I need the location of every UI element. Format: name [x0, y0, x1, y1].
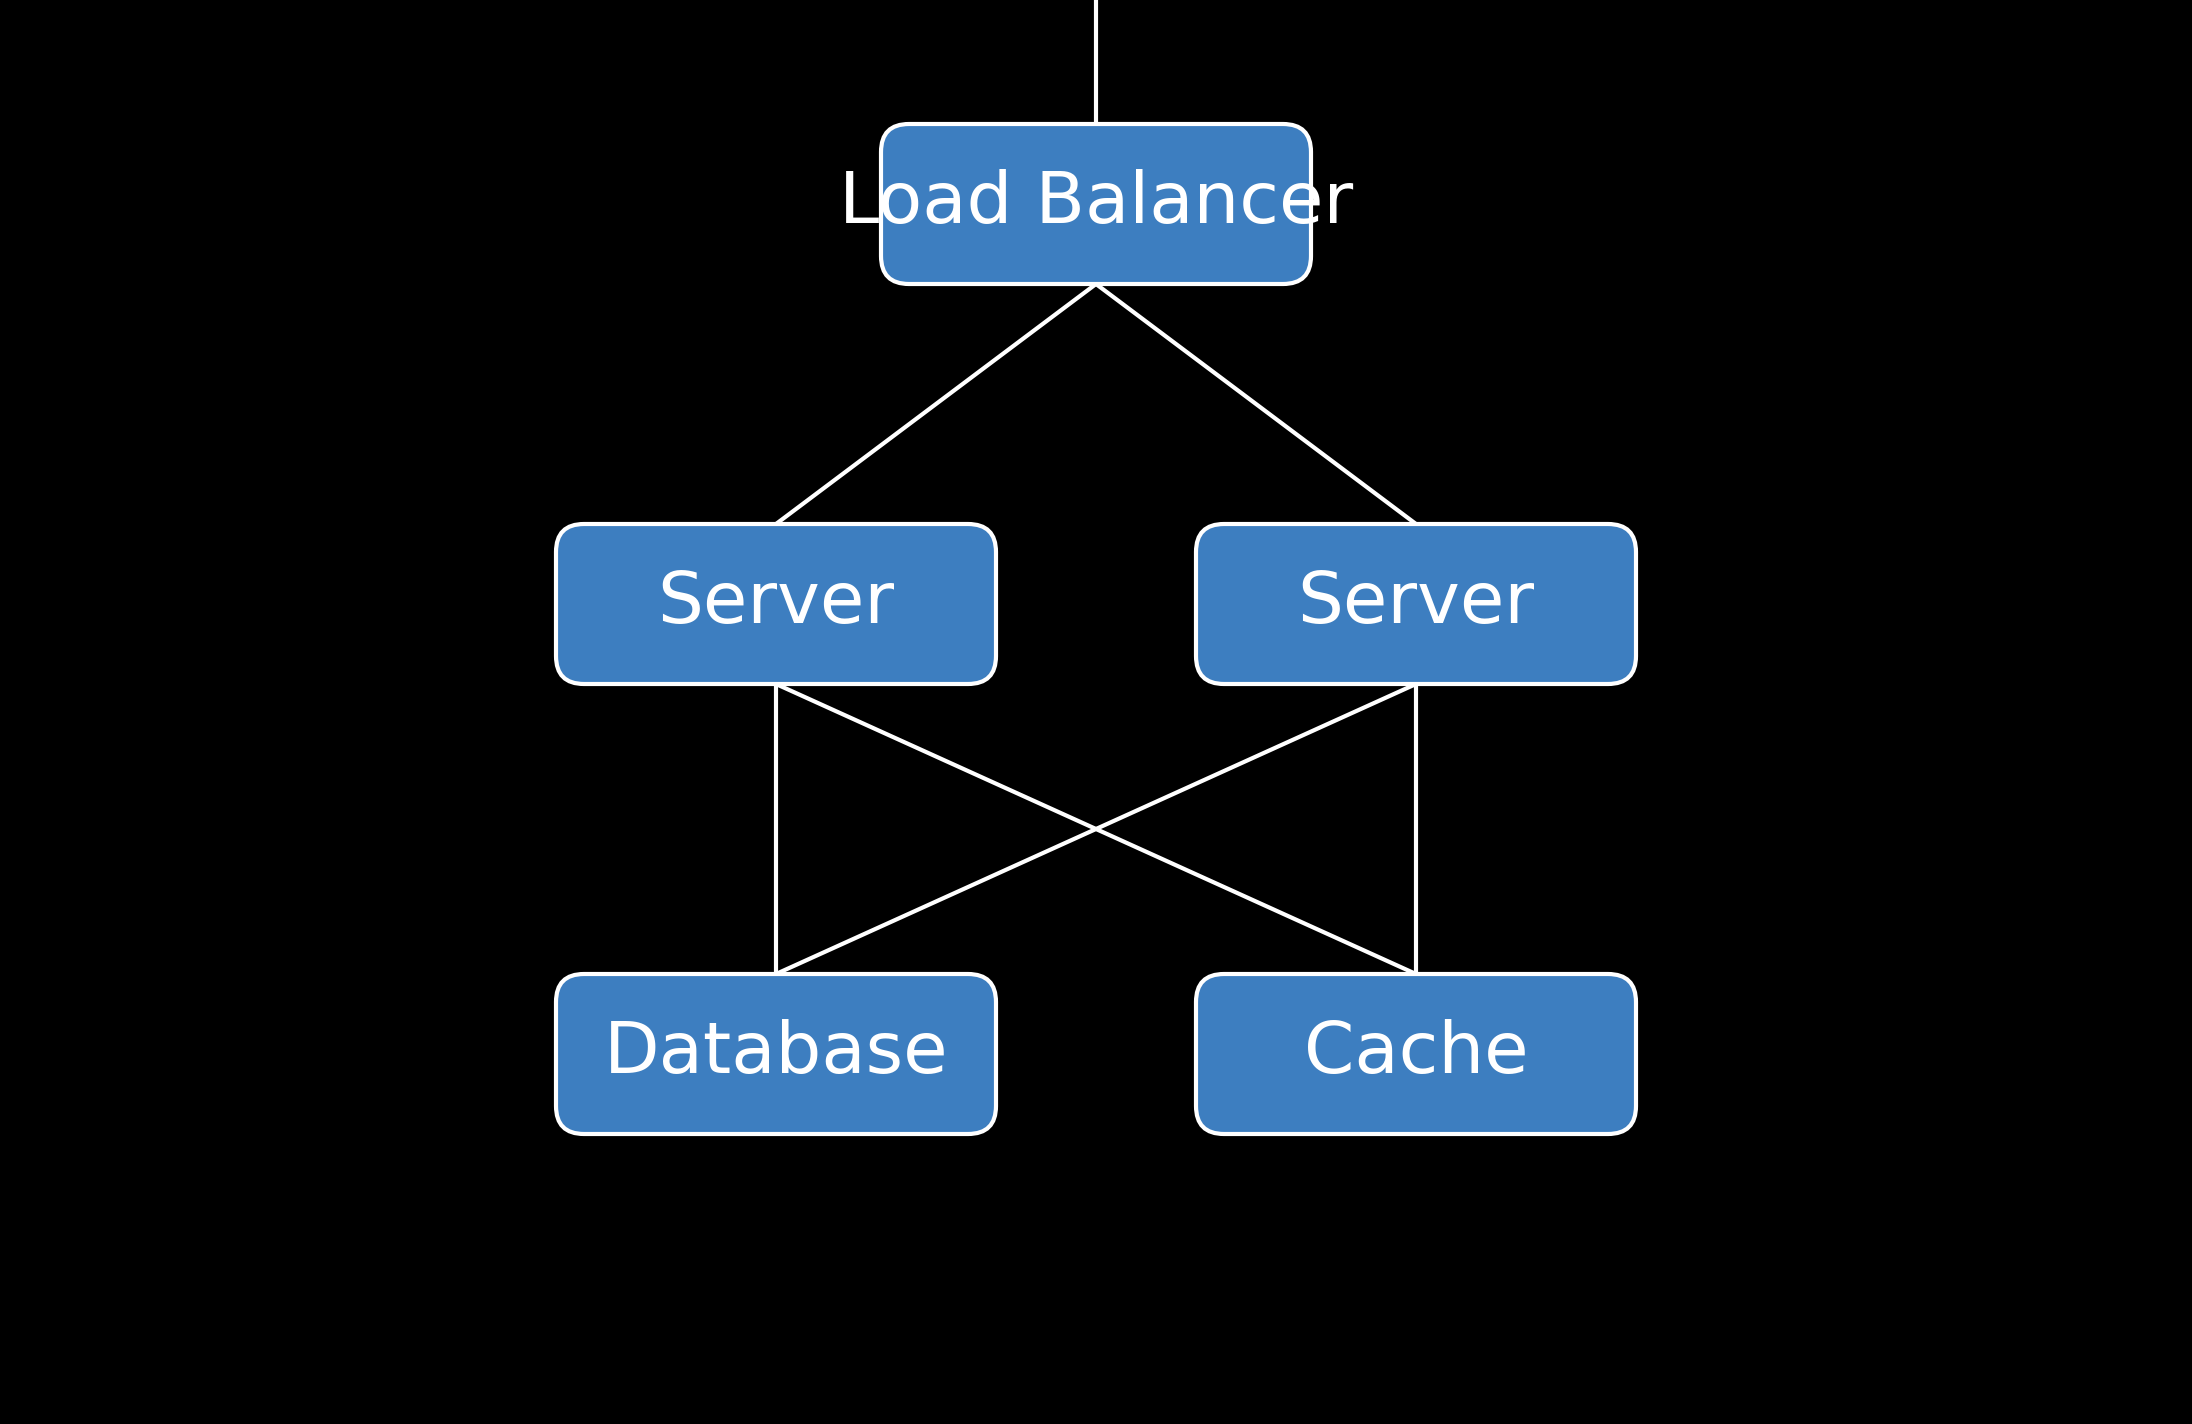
- FancyBboxPatch shape: [557, 524, 995, 684]
- FancyBboxPatch shape: [1197, 974, 1635, 1134]
- Text: Server: Server: [1298, 570, 1534, 638]
- Text: Server: Server: [658, 570, 894, 638]
- FancyBboxPatch shape: [881, 124, 1311, 283]
- FancyBboxPatch shape: [1197, 524, 1635, 684]
- Text: Load Balancer: Load Balancer: [840, 169, 1352, 238]
- FancyBboxPatch shape: [557, 974, 995, 1134]
- Text: Database: Database: [603, 1020, 949, 1088]
- Text: Cache: Cache: [1304, 1020, 1528, 1088]
